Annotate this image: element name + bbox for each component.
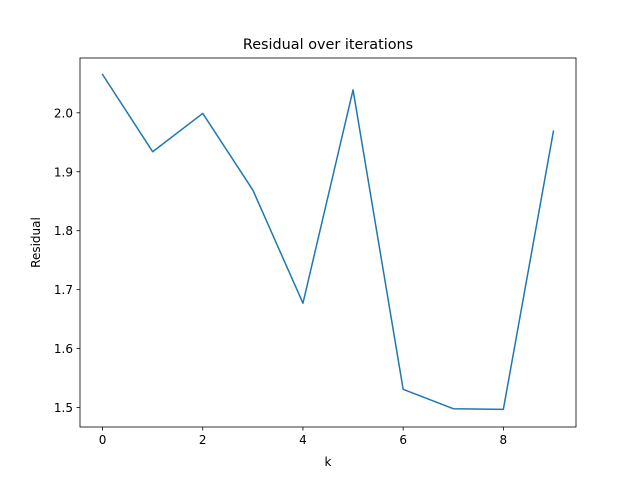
y-tick-label: 1.6 — [54, 342, 73, 356]
y-tick-label: 1.7 — [54, 283, 73, 297]
x-axis-label: k — [325, 455, 332, 469]
y-tick-label: 1.5 — [54, 401, 73, 415]
plot-frame — [79, 57, 577, 428]
x-tick-label: 2 — [199, 433, 207, 447]
series-line — [101, 73, 555, 411]
y-axis: 1.5 1.6 1.7 1.8 1.9 2.0 — [54, 106, 80, 415]
plot-area — [79, 57, 577, 428]
chart-title: Residual over iterations — [243, 37, 413, 53]
y-tick-label: 1.9 — [54, 165, 73, 179]
y-axis-label: Residual — [29, 217, 43, 268]
y-tick-label: 1.8 — [54, 224, 73, 238]
x-tick-label: 8 — [500, 433, 508, 447]
x-tick-label: 0 — [99, 433, 107, 447]
x-tick-label: 4 — [299, 433, 307, 447]
x-tick-label: 6 — [399, 433, 407, 447]
x-axis: 0 2 4 6 8 — [99, 427, 507, 447]
y-tick-label: 2.0 — [54, 106, 73, 120]
